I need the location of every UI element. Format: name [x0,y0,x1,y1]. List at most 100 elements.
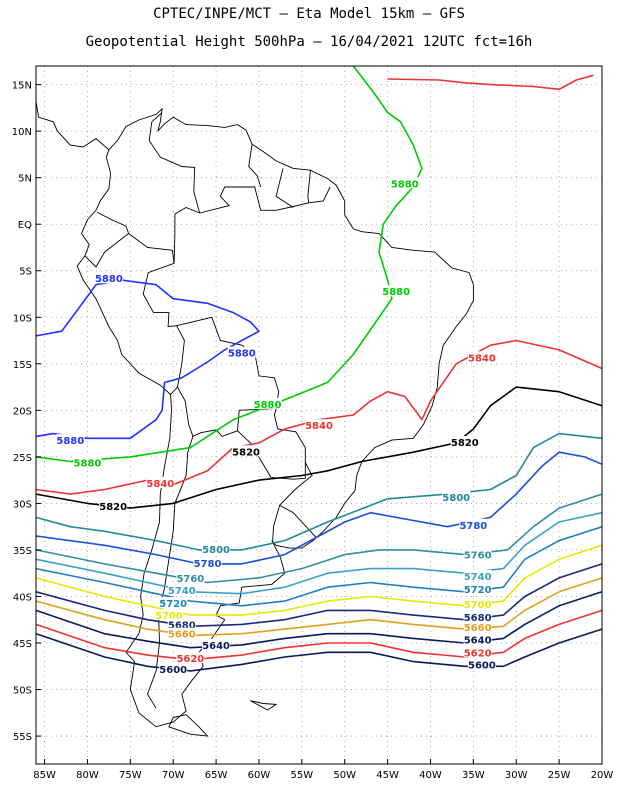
contour-label-bg [467,658,496,670]
contour-label-5680: 5680 [464,613,492,624]
contour-label-5880: 5880 [56,436,84,447]
contour-label-5600: 5600 [159,665,187,676]
contour-label-5800: 5800 [202,545,230,556]
map-frame [35,65,603,765]
contour-label-5740: 5740 [168,586,196,597]
contour-label-5880: 5880 [74,458,102,469]
contour-label-5880: 5880 [228,349,256,360]
contour-label-5700: 5700 [155,611,183,622]
border-segment [307,170,311,203]
contour-5660 [35,577,603,637]
border-segment [128,233,185,395]
lon-tick-label: 70W [162,770,185,781]
lat-tick-label: 15N [12,81,32,92]
map-title-model: CPTEC/INPE/MCT – Eta Model 15km – GFS [153,6,465,22]
contour-label-bg [176,651,205,663]
contour-5840 [387,74,594,91]
contour-label-5720: 5720 [159,599,187,610]
coastline-segment [250,700,278,711]
coastline-segment [35,101,110,151]
lat-tick-label: 45S [13,639,32,650]
lat-tick-label: 15S [13,360,32,371]
contour-5840 [35,339,603,495]
border-segment [199,186,331,214]
contour-label-bg [202,638,231,650]
border-segment [148,112,201,214]
lat-tick-label: 25S [13,453,32,464]
contour-label-5840: 5840 [468,353,496,364]
contour-label-bg [463,646,492,658]
lat-tick-label: 30S [13,499,32,510]
contour-label-5600: 5600 [468,660,496,671]
contour-5620 [35,609,603,661]
lon-tick-label: 80W [76,770,99,781]
contour-label-bg [73,456,102,468]
lat-tick-label: EQ [18,220,32,231]
lon-tick-label: 40W [419,770,442,781]
contour-label-5620: 5620 [176,654,204,665]
contour-label-bg [99,500,128,512]
contour-5740 [35,511,603,595]
contour-label-5820: 5820 [232,447,260,458]
contour-label-5820: 5820 [451,438,479,449]
contour-label-5700: 5700 [464,600,492,611]
map-title-field: Geopotential Height 500hPa – 16/04/2021 … [85,34,533,50]
contour-label-bg [305,419,333,431]
lon-tick-label: 55W [291,770,314,781]
contour-label-bg [159,596,188,608]
contour-label-5840: 5840 [305,421,333,432]
contour-label-5660: 5660 [168,630,196,641]
border-segment [272,505,281,541]
contour-label-bg [193,556,222,568]
contour-label-5720: 5720 [464,585,492,596]
lon-tick-label: 85W [33,770,56,781]
contour-label-5620: 5620 [464,648,492,659]
contour-label-bg [202,543,231,555]
contour-label-5640: 5640 [202,641,230,652]
lat-tick-label: 55S [13,732,32,743]
contour-5700 [35,544,603,616]
border-segment [176,316,280,431]
contour-labels: 5880 5880 5880 5880 5880 5880 5880 5840 5840 5840… [56,177,496,676]
height-contours [35,65,603,672]
contour-label-bg [382,285,411,297]
contour-label-bg [167,627,196,639]
contour-label-bg [232,445,261,457]
border-segment [237,408,306,480]
contour-label-bg [463,633,492,645]
contour-label-bg [167,583,196,595]
contour-label-bg [390,177,419,189]
contour-label-bg [227,346,256,358]
contour-label-bg [154,609,183,621]
lon-tick-label: 65W [205,770,228,781]
lon-tick-label: 30W [505,770,528,781]
contour-label-bg [463,583,492,595]
contour-label-bg [146,476,175,488]
lat-tick-label: 40S [13,592,32,603]
contour-label-bg [459,518,488,530]
contour-label-5820: 5820 [99,502,127,513]
contour-5720 [35,525,603,607]
contour-label-5640: 5640 [464,635,492,646]
contour-label-bg [463,570,492,582]
lat-tick-label: 10N [12,127,32,138]
contour-5880 [35,279,260,440]
contour-label-5680: 5680 [168,620,196,631]
contour-label-5780: 5780 [194,559,222,570]
contour-5640 [35,591,603,649]
contour-5780 [35,451,603,565]
border-segment [177,386,238,438]
contour-label-bg [159,663,188,675]
contour-label-bg [463,548,492,560]
lon-tick-label: 20W [591,770,614,781]
lon-tick-label: 50W [333,770,356,781]
lon-tick-label: 60W [248,770,271,781]
lat-tick-label: 5S [19,267,32,278]
coastline-segment [168,714,209,737]
contour-label-bg [463,621,492,633]
contour-5760 [35,493,603,584]
contour-label-5840: 5840 [146,479,174,490]
lat-tick-label: 20S [13,406,32,417]
contour-label-5880: 5880 [95,274,123,285]
